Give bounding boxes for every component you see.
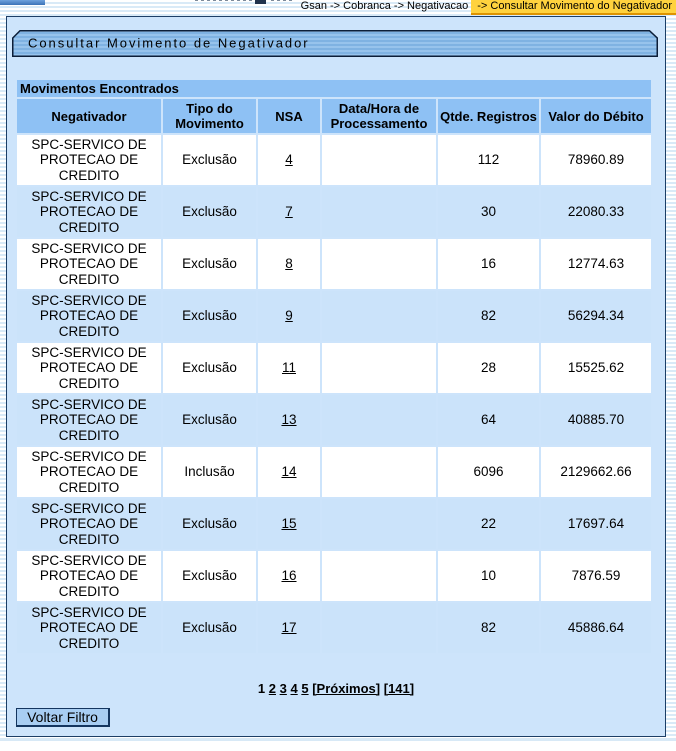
svg-text:Consultar Movimento de Negativ: Consultar Movimento de Negativador xyxy=(28,36,310,51)
